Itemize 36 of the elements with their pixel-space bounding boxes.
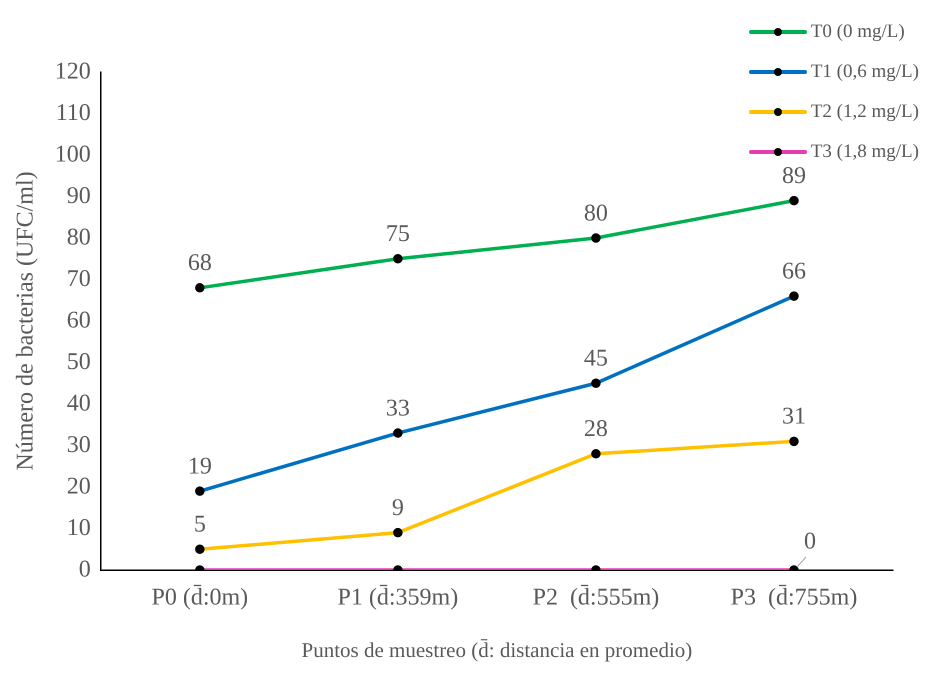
legend-label: T2 (1,2 mg/L) <box>810 101 919 123</box>
y-axis-title: Número de bacterias (UFC/ml) <box>12 171 39 471</box>
legend-label: T0 (0 mg/L) <box>810 21 905 43</box>
data-label: 75 <box>386 221 410 248</box>
y-tick-label: 110 <box>56 100 91 126</box>
y-tick-label: 10 <box>66 514 91 541</box>
data-label: 19 <box>188 453 212 480</box>
data-label: 31 <box>782 404 806 430</box>
data-label: 89 <box>782 162 806 189</box>
data-label: 68 <box>188 250 212 276</box>
y-tick-label: 0 <box>78 556 91 582</box>
y-tick-label: 60 <box>66 307 91 334</box>
x-axis-title: Puntos de muestreo (d̄: distancia en promedio) <box>302 638 692 662</box>
y-tick-label: 90 <box>66 182 91 209</box>
data-label: 0 <box>804 528 816 554</box>
data-label: 45 <box>584 346 608 372</box>
y-tick-label: 30 <box>66 432 91 458</box>
y-tick-label: 40 <box>66 390 91 416</box>
legend-label: T3 (1,8 mg/L) <box>810 141 919 163</box>
data-label: 28 <box>584 416 608 442</box>
x-tick-label: P1 (d̄:359m) <box>338 584 458 611</box>
data-label: 5 <box>194 512 206 538</box>
data-label: 33 <box>386 395 410 422</box>
x-tick-label: P0 (d̄:0m) <box>151 584 248 611</box>
y-tick-label: 80 <box>66 224 91 250</box>
data-label: 66 <box>782 258 806 284</box>
y-tick-label: 20 <box>66 473 91 500</box>
x-tick-label: P3 (d̄:755m) <box>730 584 858 611</box>
x-tick-label: P2 (d̄:555m) <box>532 584 660 611</box>
y-tick-label: 50 <box>66 348 91 375</box>
y-tick-label: 120 <box>54 58 91 84</box>
legend-label: T1 (0,6 mg/L) <box>810 61 919 83</box>
data-label: 80 <box>584 200 608 226</box>
y-tick-label: 100 <box>54 141 91 168</box>
y-tick-label: 70 <box>66 266 91 292</box>
data-label: 9 <box>392 494 404 521</box>
